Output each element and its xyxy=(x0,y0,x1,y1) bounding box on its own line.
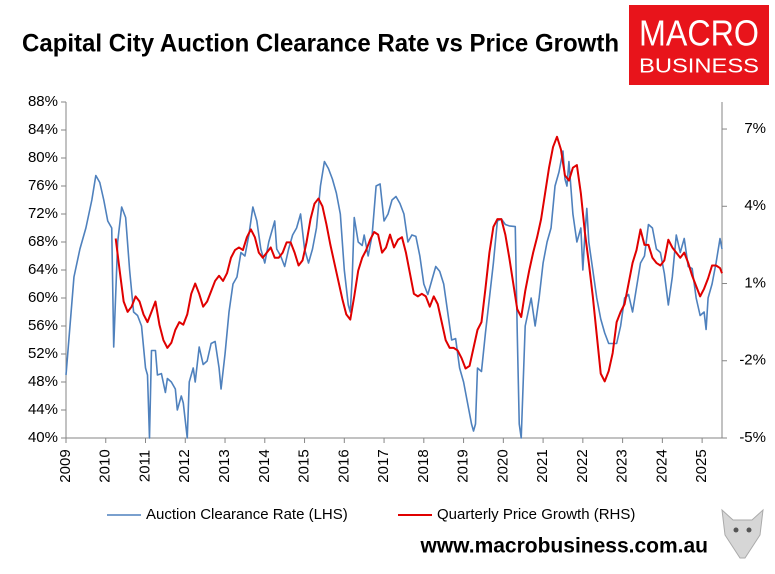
y2-tick-label: 4% xyxy=(744,197,766,214)
x-tick-label: 2017 xyxy=(375,449,392,482)
y2-tick-label: -5% xyxy=(739,429,766,446)
fox-eye xyxy=(733,527,739,533)
x-tick-label: 2019 xyxy=(455,449,472,482)
x-tick-label: 2015 xyxy=(296,449,313,482)
y2-tick-label: -2% xyxy=(739,352,766,369)
chart-title: Capital City Auction Clearance Rate vs P… xyxy=(22,30,619,58)
y-tick-label: 80% xyxy=(28,149,58,166)
x-tick-label: 2021 xyxy=(534,449,551,482)
logo-background xyxy=(629,5,769,85)
fox-eye xyxy=(746,527,752,533)
x-tick-label: 2024 xyxy=(653,449,670,482)
y-tick-label: 56% xyxy=(28,317,58,334)
x-tick-label: 2014 xyxy=(256,449,273,482)
x-tick-label: 2011 xyxy=(136,450,153,482)
fox-icon xyxy=(721,508,764,559)
x-tick-label: 2022 xyxy=(574,449,591,482)
y2-tick-label: 7% xyxy=(744,120,766,137)
y-tick-label: 84% xyxy=(28,121,58,138)
y-tick-label: 76% xyxy=(28,177,58,194)
x-tick-label: 2009 xyxy=(57,449,74,482)
x-tick-label: 2018 xyxy=(415,449,432,482)
x-tick-label: 2010 xyxy=(97,449,114,482)
x-tick-label: 2023 xyxy=(614,449,631,482)
y-tick-label: 72% xyxy=(28,205,58,222)
x-tick-label: 2016 xyxy=(335,449,352,482)
data-line xyxy=(65,150,723,439)
y-tick-label: 52% xyxy=(28,345,58,362)
x-tick-label: 2012 xyxy=(176,449,193,482)
legend-label: Auction Clearance Rate (LHS) xyxy=(146,506,348,523)
y-tick-label: 60% xyxy=(28,289,58,306)
data-line xyxy=(114,135,723,383)
logo: MACRO BUSINESS xyxy=(629,5,769,85)
x-tick-label: 2013 xyxy=(216,449,233,482)
logo-text: BUSINESS xyxy=(639,55,759,77)
y-tick-label: 68% xyxy=(28,233,58,250)
logo-text: MACRO xyxy=(639,13,759,54)
y-tick-label: 44% xyxy=(28,401,58,418)
x-tick-label: 2025 xyxy=(693,449,710,482)
y-tick-label: 48% xyxy=(28,373,58,390)
source-url: www.macrobusiness.com.au xyxy=(420,535,708,558)
y2-tick-label: 1% xyxy=(744,274,766,291)
legend-label: Quarterly Price Growth (RHS) xyxy=(437,506,635,523)
x-tick-label: 2020 xyxy=(494,449,511,482)
fox-head xyxy=(721,508,764,559)
y-tick-label: 88% xyxy=(28,93,58,110)
y-tick-label: 40% xyxy=(28,429,58,446)
y-tick-label: 64% xyxy=(28,261,58,278)
